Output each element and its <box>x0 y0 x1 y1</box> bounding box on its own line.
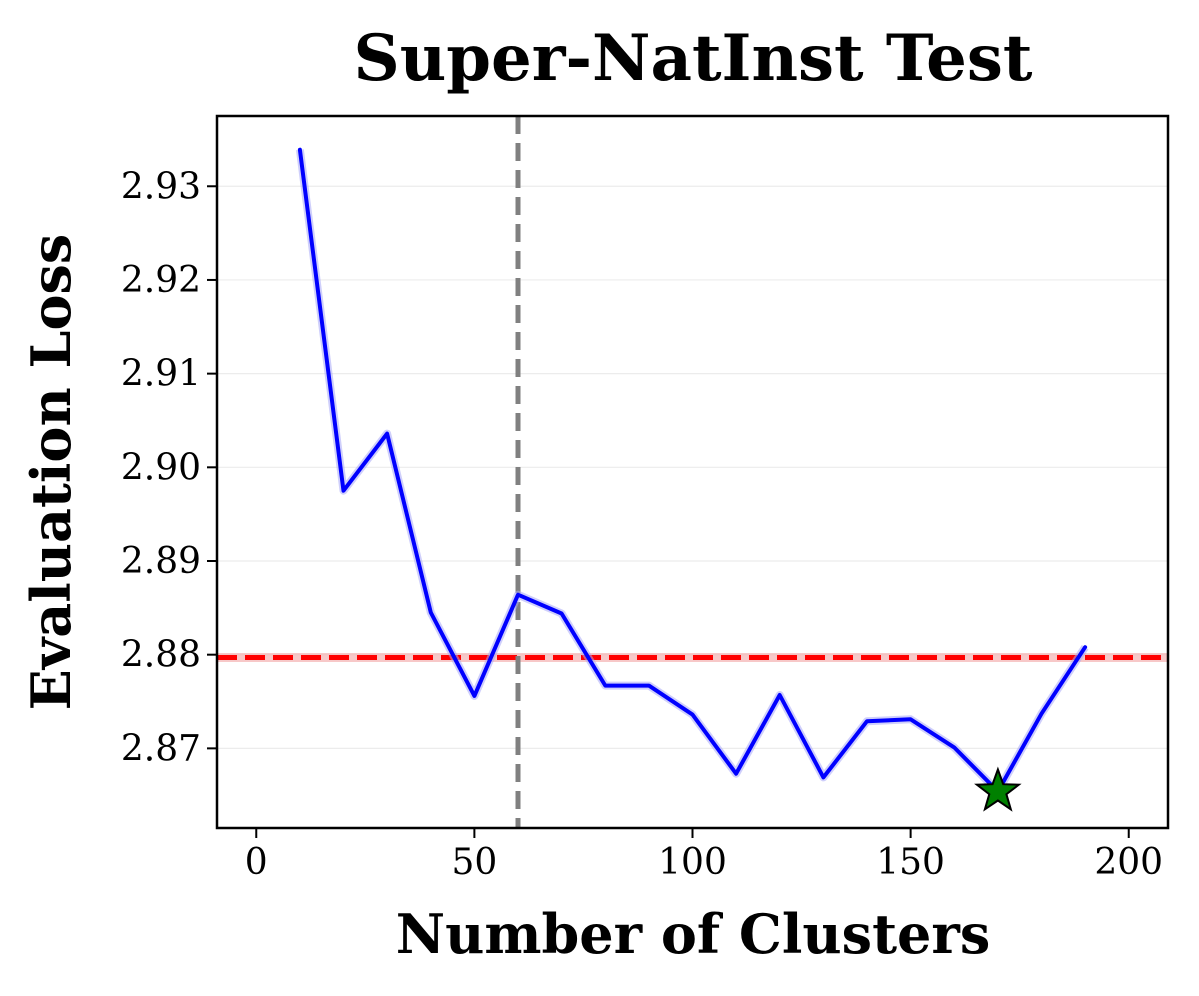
x-axis-label: Number of Clusters <box>396 902 990 966</box>
x-tick-label: 200 <box>1094 842 1163 883</box>
y-tick-label: 2.92 <box>121 260 201 301</box>
x-tick-label: 0 <box>245 842 268 883</box>
series-lines <box>295 147 1089 796</box>
series-line <box>297 147 1088 794</box>
y-tick-label: 2.93 <box>121 166 201 207</box>
chart-title: Super-NatInst Test <box>354 21 1033 96</box>
markers <box>974 766 1022 812</box>
best-point-star-marker <box>974 766 1022 812</box>
y-axis-label: Evaluation Loss <box>19 234 83 711</box>
x-tick-label: 50 <box>451 842 497 883</box>
x-tick-label: 150 <box>876 842 945 883</box>
y-tick-label: 2.89 <box>121 541 201 582</box>
series-confidence-band <box>295 149 1089 796</box>
y-tick-label: 2.90 <box>121 447 201 488</box>
y-tick-label: 2.91 <box>121 354 201 395</box>
reference-lines <box>217 116 1168 828</box>
y-tick-label: 2.88 <box>121 635 201 676</box>
y-tick-label: 2.87 <box>121 728 201 769</box>
axis-ticks: 2.87 2.88 2.89 2.90 2.91 2.92 2.93 0 50 100 150 200 <box>121 166 1163 883</box>
x-tick-label: 100 <box>658 842 727 883</box>
